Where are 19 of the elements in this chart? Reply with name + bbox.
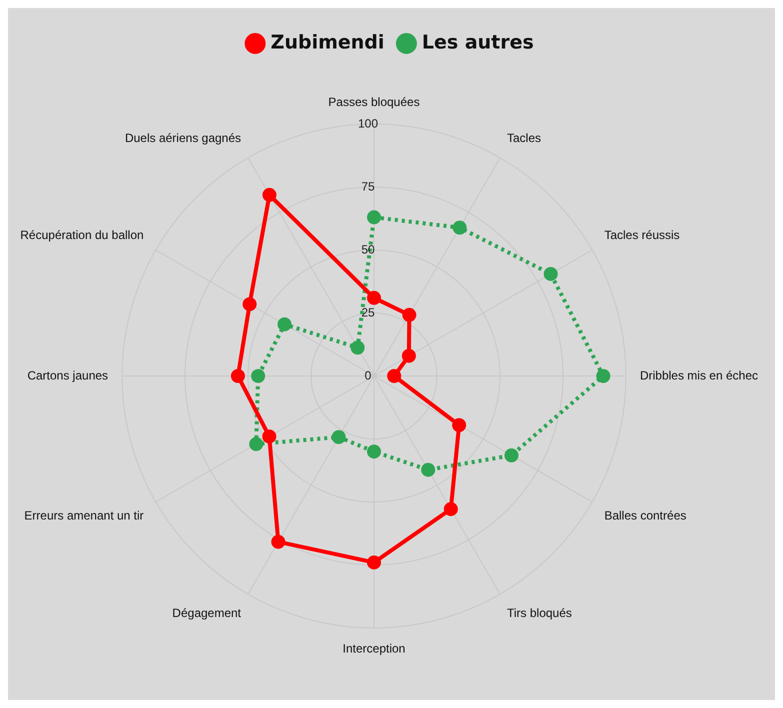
- spoke-label: Balles contrées: [604, 508, 686, 522]
- y-tick-label: 50: [361, 242, 375, 256]
- spoke-label: Dégagement: [172, 606, 242, 620]
- spoke-label: Tacles: [506, 130, 541, 145]
- y-tick-label: 75: [361, 179, 375, 194]
- spoke-label: Tirs bloqués: [506, 606, 572, 620]
- legend-label: Les autres: [422, 31, 534, 54]
- legend-label: Zubimendi: [270, 31, 384, 54]
- spoke-label: Erreurs amenant un tir: [24, 508, 144, 522]
- y-tick-label: 0: [364, 368, 372, 382]
- spoke-label: Récupération du ballon: [20, 228, 144, 242]
- spoke-label: Passes bloquées: [328, 95, 420, 110]
- spoke-label: Duels aériens gagnés: [124, 130, 242, 145]
- y-tick-label: 25: [361, 305, 375, 320]
- y-tick-label: 100: [358, 116, 378, 130]
- spoke-label: Tacles réussis: [604, 228, 680, 242]
- spoke-label: Dribbles mis en échec: [640, 368, 758, 382]
- spoke-label: Interception: [342, 641, 406, 656]
- spoke-label: Cartons jaunes: [27, 368, 108, 382]
